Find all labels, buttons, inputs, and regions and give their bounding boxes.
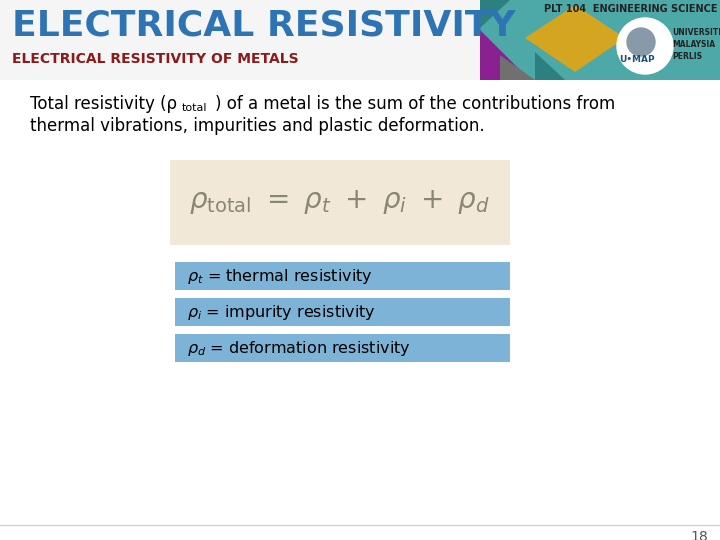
Text: 18: 18 bbox=[690, 530, 708, 540]
Circle shape bbox=[617, 18, 673, 74]
Text: $\rho_{\mathrm{total}}\ =\ \rho_t\ +\ \rho_i\ +\ \rho_d$: $\rho_{\mathrm{total}}\ =\ \rho_t\ +\ \r… bbox=[189, 188, 490, 216]
Polygon shape bbox=[480, 0, 510, 28]
Polygon shape bbox=[500, 55, 535, 80]
Polygon shape bbox=[525, 5, 625, 72]
Circle shape bbox=[627, 28, 655, 56]
Text: $\rho_t$ = thermal resistivity: $\rho_t$ = thermal resistivity bbox=[187, 267, 373, 286]
Polygon shape bbox=[480, 30, 530, 80]
FancyBboxPatch shape bbox=[175, 262, 510, 290]
Text: thermal vibrations, impurities and plastic deformation.: thermal vibrations, impurities and plast… bbox=[30, 117, 485, 135]
Text: U•MAP: U•MAP bbox=[619, 56, 654, 64]
Text: Total resistivity (ρ: Total resistivity (ρ bbox=[30, 95, 177, 113]
Text: PLT 104  ENGINEERING SCIENCE: PLT 104 ENGINEERING SCIENCE bbox=[544, 4, 718, 14]
FancyBboxPatch shape bbox=[480, 0, 720, 80]
FancyBboxPatch shape bbox=[175, 298, 510, 326]
Text: $\rho_d$ = deformation resistivity: $\rho_d$ = deformation resistivity bbox=[187, 339, 411, 357]
Text: $\rho_i$ = impurity resistivity: $\rho_i$ = impurity resistivity bbox=[187, 302, 376, 321]
FancyBboxPatch shape bbox=[175, 334, 510, 362]
Text: ) of a metal is the sum of the contributions from: ) of a metal is the sum of the contribut… bbox=[215, 95, 616, 113]
Text: total: total bbox=[182, 103, 207, 113]
Text: UNIVERSITI
MALAYSIA
PERLIS: UNIVERSITI MALAYSIA PERLIS bbox=[672, 28, 720, 60]
Text: ELECTRICAL RESISTIVITY: ELECTRICAL RESISTIVITY bbox=[12, 8, 516, 42]
Polygon shape bbox=[535, 52, 565, 80]
Text: ELECTRICAL RESISTIVITY OF METALS: ELECTRICAL RESISTIVITY OF METALS bbox=[12, 52, 299, 66]
FancyBboxPatch shape bbox=[170, 160, 510, 245]
FancyBboxPatch shape bbox=[0, 0, 720, 80]
